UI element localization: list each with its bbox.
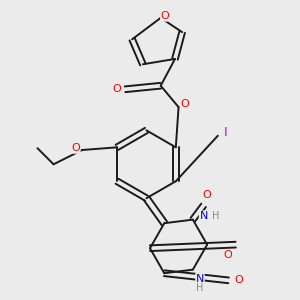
Text: N: N	[196, 274, 204, 284]
Text: O: O	[234, 275, 243, 285]
Text: I: I	[224, 126, 227, 140]
Text: O: O	[203, 190, 212, 200]
Text: N: N	[200, 211, 208, 221]
Text: O: O	[224, 250, 232, 260]
Text: O: O	[160, 11, 169, 21]
Text: H: H	[212, 211, 220, 221]
Text: O: O	[113, 84, 122, 94]
Text: H: H	[196, 283, 204, 293]
Text: O: O	[181, 99, 189, 109]
Text: O: O	[71, 143, 80, 153]
